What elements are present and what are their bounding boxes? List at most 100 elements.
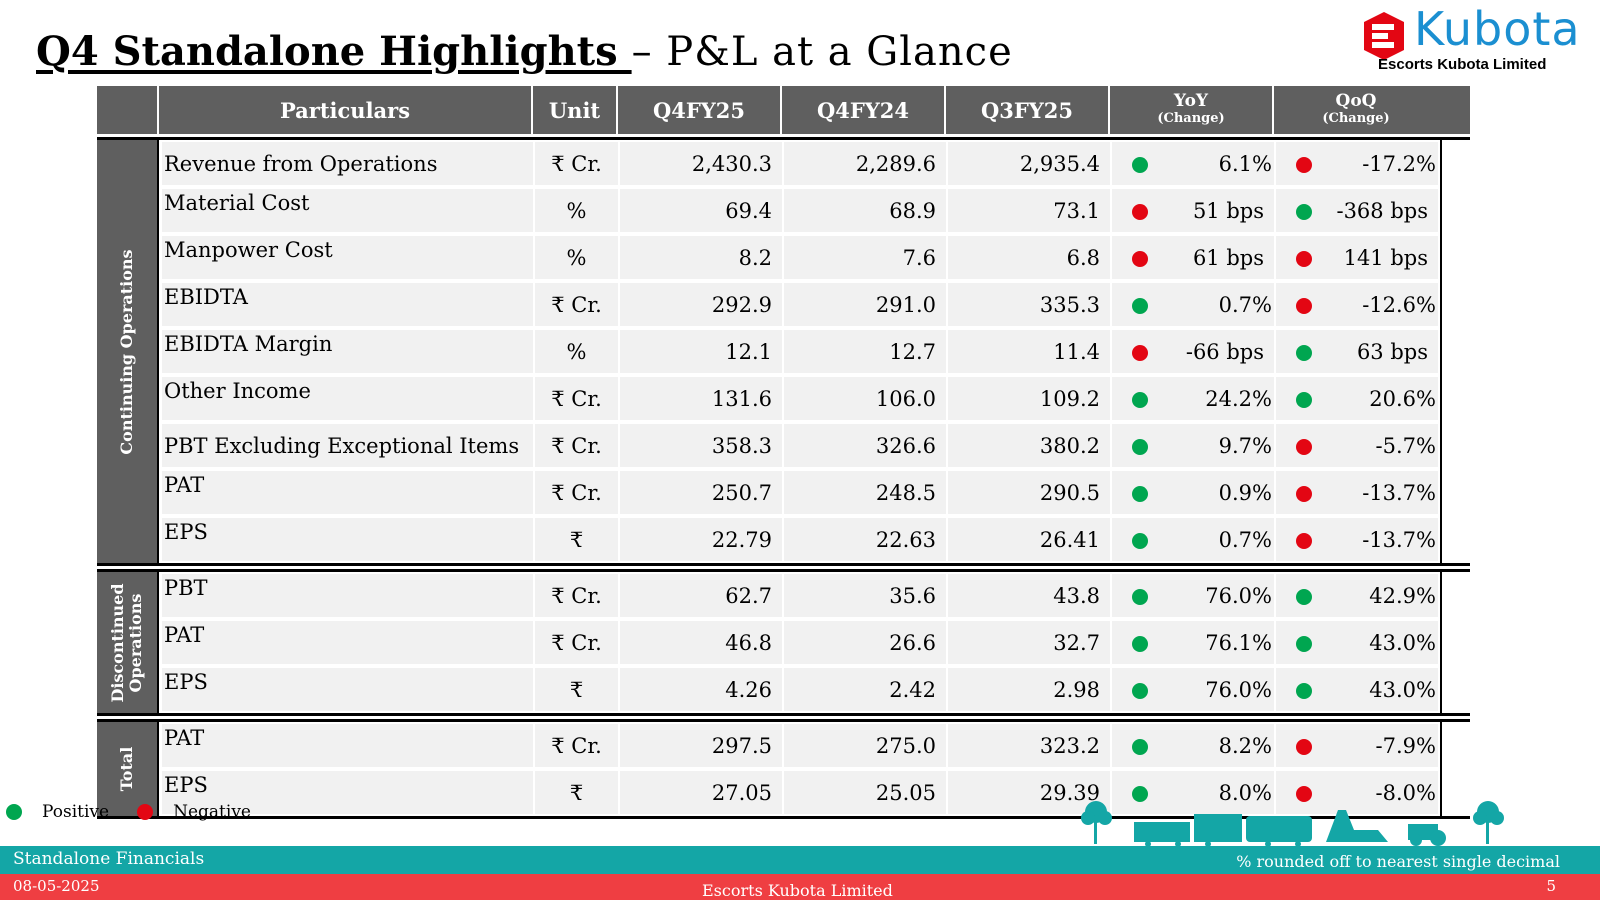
positive-indicator-icon [1132, 683, 1148, 699]
row-particular: PBT [162, 574, 533, 617]
row-particular: PBT Excluding Exceptional Items [162, 424, 533, 467]
row-value-q4fy24: 291.0 [784, 283, 946, 326]
row-value-q4fy25: 69.4 [620, 189, 782, 232]
row-qoq-value: -7.9% [1375, 733, 1436, 758]
row-yoy-cell: 76.0% [1112, 668, 1274, 711]
table-body: Continuing Operations Revenue from Operat… [97, 137, 1470, 819]
header-blank [97, 86, 159, 134]
negative-indicator-icon [1296, 486, 1312, 502]
row-qoq-cell: 43.0% [1276, 668, 1438, 711]
table-row: PAT ₹ Cr. 250.7 248.5 290.5 0.9% -13.7% [97, 469, 1470, 516]
table-group: Continuing Operations Revenue from Operat… [97, 137, 1470, 566]
positive-indicator-icon [1132, 739, 1148, 755]
table-header: Particulars Unit Q4FY25 Q4FY24 Q3FY25 Yo… [97, 86, 1470, 134]
table-row: Other Income ₹ Cr. 131.6 106.0 109.2 24.2% 20.… [97, 375, 1470, 422]
row-yoy-value: 9.7% [1218, 433, 1272, 458]
row-yoy-cell: 9.7% [1112, 424, 1274, 467]
row-yoy-cell: 8.0% [1112, 771, 1274, 814]
row-value-q4fy24: 25.05 [784, 771, 946, 814]
row-qoq-cell: 43.0% [1276, 621, 1438, 664]
row-qoq-value: 63 bps [1356, 339, 1428, 364]
machinery-illustration [1081, 801, 1504, 846]
table-row: Material Cost% 69.4 68.9 73.1 51 bps -368 bps [97, 187, 1470, 234]
row-qoq-value: 43.0% [1369, 630, 1436, 655]
positive-indicator-icon [1132, 533, 1148, 549]
row-value-q4fy24: 68.9 [784, 189, 946, 232]
row-unit: ₹ [535, 518, 618, 561]
row-qoq-value: -8.0% [1375, 780, 1436, 805]
row-yoy-value: 0.7% [1218, 292, 1272, 317]
negative-indicator-icon [1296, 251, 1312, 267]
negative-indicator-icon [1132, 204, 1148, 220]
pl-table: Particulars Unit Q4FY25 Q4FY24 Q3FY25 Yo… [97, 86, 1470, 819]
row-yoy-cell: 24.2% [1112, 377, 1274, 420]
positive-indicator-icon [1296, 345, 1312, 361]
row-value-q4fy24: 26.6 [784, 621, 946, 664]
row-unit: ₹ Cr. [535, 471, 618, 514]
positive-indicator-icon [1132, 298, 1148, 314]
row-yoy-value: 8.2% [1218, 733, 1272, 758]
header-yoy-label: YoY [1173, 91, 1209, 111]
row-qoq-value: 141 bps [1343, 245, 1428, 270]
row-qoq-value: -12.6% [1362, 292, 1436, 317]
row-yoy-cell: -66 bps [1112, 330, 1274, 373]
row-particular: EPS [162, 668, 533, 711]
legend-negative-dot [137, 804, 154, 820]
row-value-q4fy24: 248.5 [784, 471, 946, 514]
positive-indicator-icon [1296, 589, 1312, 605]
table-row: PBT Excluding Exceptional Items ₹ Cr. 358.… [97, 422, 1470, 469]
row-value-q3fy25: 73.1 [948, 189, 1110, 232]
group-side-label: Continuing Operations [97, 140, 159, 563]
table-row: PAT ₹ Cr. 46.8 26.6 32.7 76.1% 43.0% [97, 619, 1470, 666]
row-value-q3fy25: 335.3 [948, 283, 1110, 326]
row-value-q3fy25: 109.2 [948, 377, 1110, 420]
row-qoq-cell: -7.9% [1276, 724, 1438, 767]
row-value-q4fy25: 250.7 [620, 471, 782, 514]
logo-brand: Kubota [1414, 2, 1581, 56]
row-particular: PAT [162, 471, 533, 514]
row-yoy-cell: 6.1% [1112, 142, 1274, 185]
logo-company: Escorts Kubota Limited [1378, 56, 1547, 73]
negative-indicator-icon [1296, 157, 1312, 173]
negative-indicator-icon [1296, 786, 1312, 802]
row-qoq-cell: 20.6% [1276, 377, 1438, 420]
row-yoy-cell: 8.2% [1112, 724, 1274, 767]
row-value-q3fy25: 323.2 [948, 724, 1110, 767]
row-value-q3fy25: 6.8 [948, 236, 1110, 279]
row-unit: % [535, 189, 618, 232]
row-particular: Revenue from Operations [162, 142, 533, 185]
row-value-q3fy25: 2.98 [948, 668, 1110, 711]
row-yoy-value: 76.0% [1205, 583, 1272, 608]
row-qoq-value: 42.9% [1369, 583, 1436, 608]
row-yoy-value: 51 bps [1192, 198, 1264, 223]
row-unit: % [535, 236, 618, 279]
positive-indicator-icon [1132, 589, 1148, 605]
row-unit: ₹ Cr. [535, 283, 618, 326]
table-row: Revenue from Operations ₹ Cr. 2,430.3 2,289… [97, 140, 1470, 187]
footer-page-number: 5 [1546, 877, 1556, 895]
row-yoy-value: 6.1% [1218, 151, 1272, 176]
table-right-border [1440, 140, 1442, 563]
row-yoy-value: 61 bps [1192, 245, 1264, 270]
page-title-main: Q4 Standalone Highlights [36, 28, 632, 75]
negative-indicator-icon [1296, 439, 1312, 455]
header-particulars: Particulars [159, 86, 533, 134]
footer-company: Escorts Kubota Limited [702, 881, 893, 900]
negative-indicator-icon [1296, 298, 1312, 314]
positive-indicator-icon [1296, 204, 1312, 220]
table-row: EPS ₹27.05 25.05 29.39 8.0% -8.0% [97, 769, 1470, 816]
row-value-q4fy24: 2,289.6 [784, 142, 946, 185]
header-q3fy25: Q3FY25 [946, 86, 1110, 134]
row-value-q4fy25: 8.2 [620, 236, 782, 279]
table-right-border [1440, 722, 1442, 816]
row-yoy-value: 76.0% [1205, 677, 1272, 702]
negative-indicator-icon [1132, 345, 1148, 361]
row-value-q4fy24: 326.6 [784, 424, 946, 467]
footer-date: 08-05-2025 [13, 877, 100, 895]
page-title-sub: – P&L at a Glance [631, 29, 1013, 75]
legend-negative-label: Negative [173, 802, 251, 822]
row-qoq-cell: -13.7% [1276, 471, 1438, 514]
group-side-label: Total [97, 722, 159, 816]
row-particular: EPS [162, 771, 533, 814]
row-qoq-cell: -12.6% [1276, 283, 1438, 326]
